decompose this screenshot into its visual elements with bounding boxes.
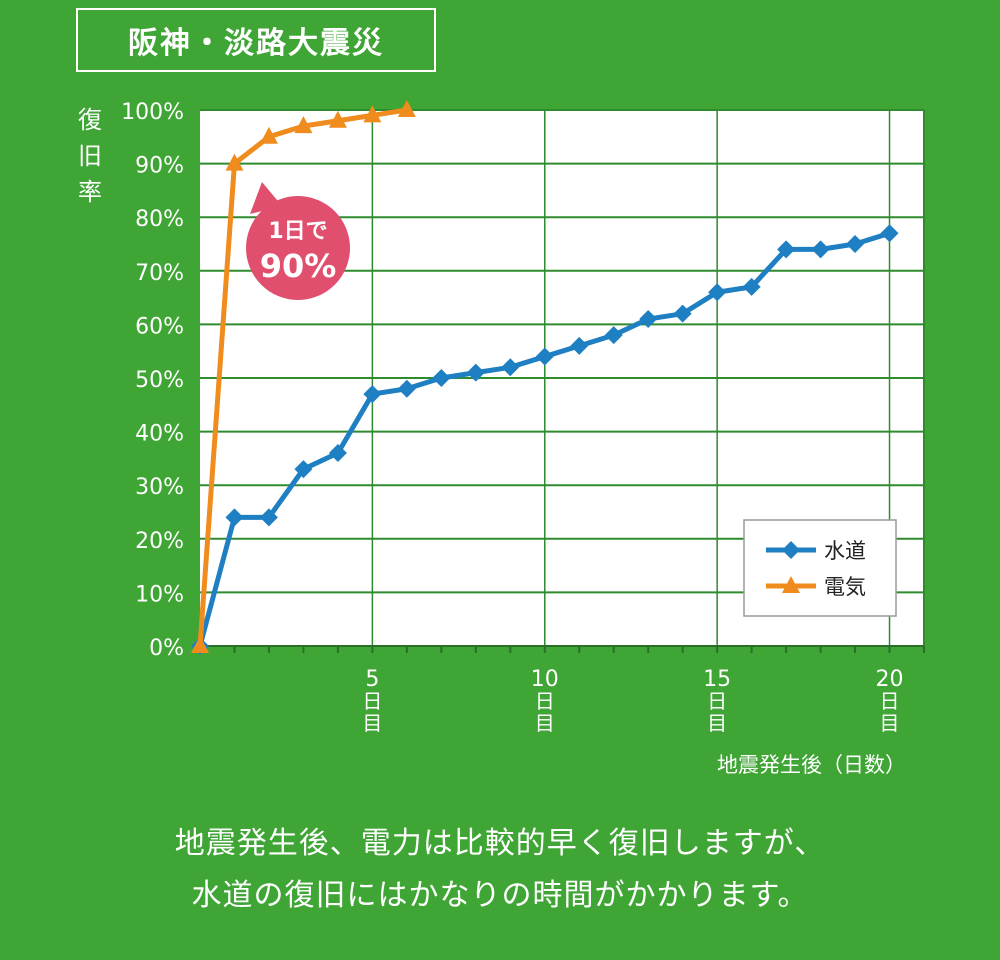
data-point-water (466, 363, 485, 382)
data-point-electric (328, 110, 347, 128)
data-point-water (742, 277, 761, 296)
callout-bubble (246, 196, 350, 300)
x-tick-unit-char: 目 (880, 711, 900, 735)
x-tick-label: 20 (876, 667, 904, 692)
caption-line-2: 水道の復旧にはかなりの時間がかかります。 (191, 878, 809, 913)
callout-line-2: 90% (260, 247, 337, 285)
data-point-water (259, 508, 278, 527)
legend-swatch-marker (782, 541, 800, 559)
x-tick-label: 15 (703, 667, 731, 692)
y-tick-label: 10% (135, 582, 184, 607)
y-tick-label: 60% (135, 314, 184, 339)
y-tick-label: 20% (135, 529, 184, 554)
x-tick-unit-char: 日 (880, 689, 900, 713)
data-point-water (501, 358, 520, 377)
legend-label: 電気 (824, 575, 866, 599)
x-tick-unit-char: 日 (362, 689, 382, 713)
x-tick-unit-char: 日 (535, 689, 555, 713)
data-point-water (328, 444, 347, 463)
y-tick-label: 100% (121, 100, 184, 125)
data-point-electric (191, 636, 209, 653)
data-point-electric (294, 116, 313, 134)
y-axis-label-char: 復 (78, 106, 102, 134)
data-point-water (604, 326, 623, 345)
data-point-water (570, 336, 589, 355)
data-point-water (708, 283, 727, 302)
data-point-water (639, 310, 658, 329)
data-point-electric (397, 100, 416, 117)
data-point-water (225, 508, 244, 527)
data-point-water (535, 347, 554, 366)
y-axis-label-char: 率 (78, 178, 102, 206)
x-tick-unit-char: 日 (707, 689, 727, 713)
y-tick-label: 0% (149, 636, 184, 661)
y-tick-label: 80% (135, 207, 184, 232)
data-point-water (846, 235, 865, 253)
x-tick-unit-char: 目 (707, 711, 727, 735)
data-point-electric (225, 153, 244, 171)
y-tick-label: 40% (135, 422, 184, 447)
y-tick-label: 70% (135, 261, 184, 286)
x-tick-label: 10 (531, 667, 559, 692)
chart-title: 阪神・淡路大震災 (76, 8, 436, 72)
data-point-water (673, 304, 692, 323)
y-tick-label: 30% (135, 475, 184, 500)
y-axis-label-char: 旧 (78, 142, 102, 170)
data-point-water (432, 369, 451, 387)
data-point-water (811, 240, 830, 259)
data-point-electric (259, 126, 278, 144)
data-point-electric (363, 105, 382, 123)
callout-line-1: 1日で (268, 219, 327, 244)
data-point-water (397, 379, 416, 398)
caption-line-1: 地震発生後、電力は比較的早く復旧しますが、 (174, 826, 826, 861)
recovery-rate-chart: 0%10%20%30%40%50%60%70%80%90%100%5日目10日目… (78, 100, 925, 777)
x-tick-unit-char: 目 (362, 711, 382, 735)
data-point-water (777, 240, 796, 259)
data-point-water (294, 460, 313, 479)
legend-box (743, 519, 897, 617)
y-tick-label: 90% (135, 154, 184, 179)
x-tick-unit-char: 目 (535, 711, 555, 735)
legend-swatch-marker (782, 576, 800, 593)
x-axis-label: 地震発生後（日数） (717, 753, 906, 777)
x-tick-label: 5 (365, 667, 379, 692)
data-point-water (363, 385, 382, 404)
data-point-water (880, 224, 899, 243)
y-tick-label: 50% (135, 368, 184, 393)
legend-label: 水道 (824, 539, 866, 563)
